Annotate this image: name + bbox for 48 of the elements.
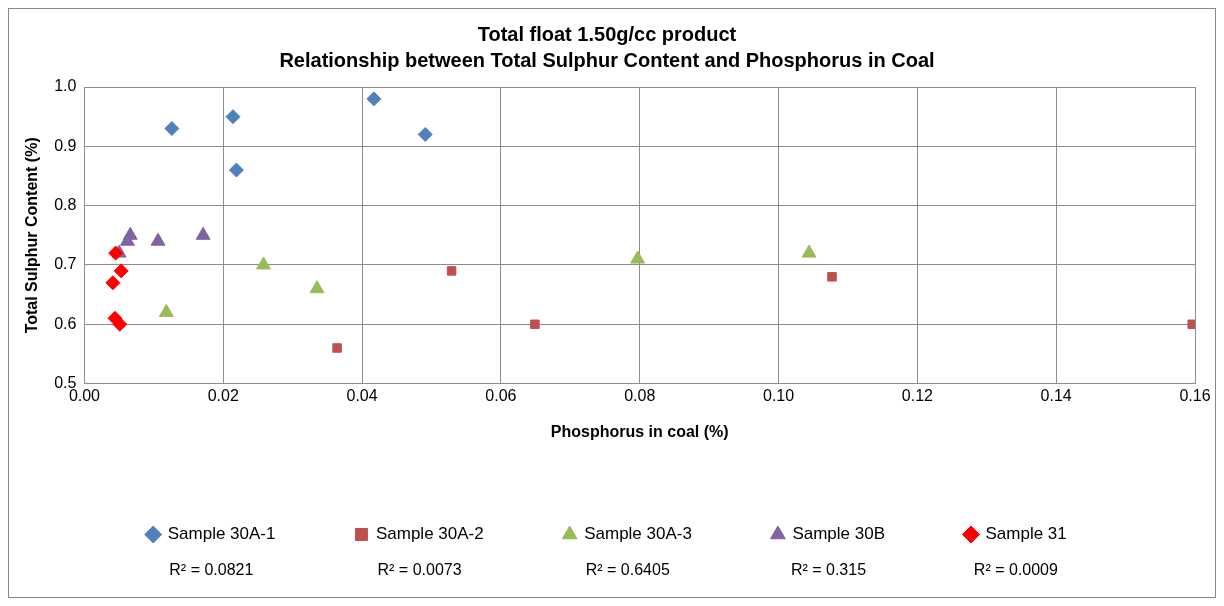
y-tick-label: 0.8 <box>54 196 77 214</box>
legend-label: Sample 30B <box>792 524 886 544</box>
x-tick-label: 0.10 <box>762 386 795 404</box>
chart-title: Total float 1.50g/cc product <box>477 22 737 45</box>
legend-label: Sample 30A-1 <box>167 524 276 544</box>
x-tick-label: 0.06 <box>485 386 517 404</box>
point <box>256 256 271 270</box>
point <box>195 226 211 240</box>
x-tick-label: 0.16 <box>1179 386 1211 404</box>
legend-label: Sample 30A-2 <box>375 524 484 544</box>
point <box>112 316 128 332</box>
point <box>630 250 646 264</box>
legend-label: Sample 30A-3 <box>584 524 692 544</box>
point <box>158 303 174 317</box>
x-tick-label: 0.14 <box>1040 386 1072 404</box>
x-tick-label: 0.02 <box>207 386 239 404</box>
point <box>1187 319 1195 330</box>
text: R² = 0.0821 <box>169 560 254 578</box>
chart-subtitle: Relationship between Total Sulphur Content and Phosphorus in Coal <box>279 48 935 71</box>
point <box>530 319 540 330</box>
y-axis-title: Total Sulphur Content (%) <box>23 137 41 334</box>
point <box>801 244 817 258</box>
x-axis-title: Phosphorus in coal (%) <box>550 422 729 440</box>
point <box>225 109 241 125</box>
text: R² = 0.315 <box>790 560 867 578</box>
point <box>150 232 166 246</box>
legend-label: Sample 31 <box>985 524 1067 544</box>
y-tick-label: 0.6 <box>54 314 77 332</box>
point <box>164 121 180 137</box>
point <box>105 275 121 291</box>
point <box>366 91 382 107</box>
point <box>228 162 244 178</box>
point <box>827 272 837 282</box>
point <box>122 226 138 240</box>
text: R² = 0.6405 <box>585 560 670 578</box>
y-tick-label: 0.7 <box>54 255 77 273</box>
x-tick-label: 0.12 <box>901 386 934 404</box>
point <box>332 343 342 353</box>
text: R² = 0.0009 <box>973 560 1059 578</box>
point <box>309 280 325 294</box>
text: R² = 0.0073 <box>377 560 462 578</box>
y-tick-label: 0.9 <box>54 136 77 154</box>
point <box>446 266 457 276</box>
point <box>417 126 433 142</box>
y-tick-label: 1.0 <box>54 77 77 95</box>
x-tick-label: 0.04 <box>346 386 378 404</box>
x-tick-label: 0.08 <box>624 386 656 404</box>
point <box>113 263 129 279</box>
